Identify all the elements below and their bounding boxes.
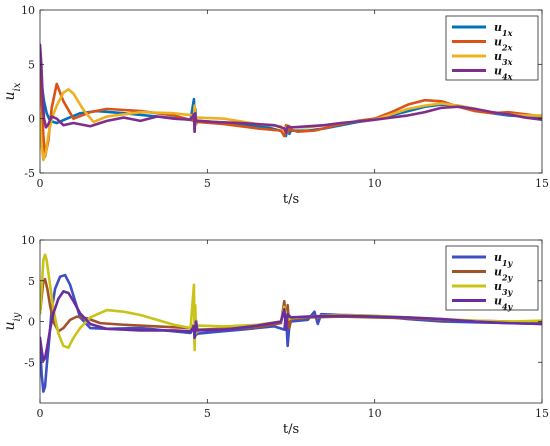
series-line-4 bbox=[40, 290, 542, 362]
x-tick-label: 5 bbox=[204, 407, 211, 420]
series-group bbox=[40, 253, 542, 393]
x-axis-label: t/s bbox=[283, 422, 299, 437]
x-tick-label: 0 bbox=[37, 177, 44, 190]
legend-entry: u3x bbox=[494, 50, 513, 67]
y-tick-label: 0 bbox=[28, 113, 35, 126]
y-tick-label: 5 bbox=[28, 275, 35, 288]
x-tick-label: 10 bbox=[368, 407, 382, 420]
legend-entry: u1x bbox=[494, 21, 513, 38]
x-tick-label: 0 bbox=[37, 407, 44, 420]
legend-entry: u4x bbox=[494, 65, 513, 82]
legend-entry: u2x bbox=[494, 36, 513, 53]
y-tick-label: 10 bbox=[21, 234, 35, 247]
legend-entry: u3y bbox=[494, 280, 514, 297]
x-tick-label: 15 bbox=[535, 177, 549, 190]
y-tick-label: 10 bbox=[21, 4, 35, 17]
series-line-3 bbox=[40, 88, 542, 162]
series-line-2 bbox=[40, 68, 542, 158]
series-group bbox=[40, 43, 542, 162]
y-tick-label: -5 bbox=[24, 356, 35, 369]
y-axis-label: uix bbox=[2, 82, 23, 100]
legend-entry: u1y bbox=[494, 251, 514, 268]
y-axis-label-group: uix bbox=[2, 82, 23, 100]
x-axis-label: t/s bbox=[283, 192, 299, 207]
x-tick-label: 5 bbox=[204, 177, 211, 190]
y-axis-label-group: uiy bbox=[2, 312, 23, 330]
y-axis-label: uiy bbox=[2, 312, 23, 330]
y-tick-label: -5 bbox=[24, 167, 35, 180]
x-tick-label: 10 bbox=[368, 177, 382, 190]
y-tick-label: 5 bbox=[28, 58, 35, 71]
legend-entry: u2y bbox=[494, 266, 514, 283]
axes-frame bbox=[39, 9, 543, 174]
legend-entry: u4y bbox=[494, 295, 514, 312]
y-tick-label: 0 bbox=[28, 316, 35, 329]
series-line-4 bbox=[40, 43, 542, 135]
x-tick-label: 15 bbox=[535, 407, 549, 420]
